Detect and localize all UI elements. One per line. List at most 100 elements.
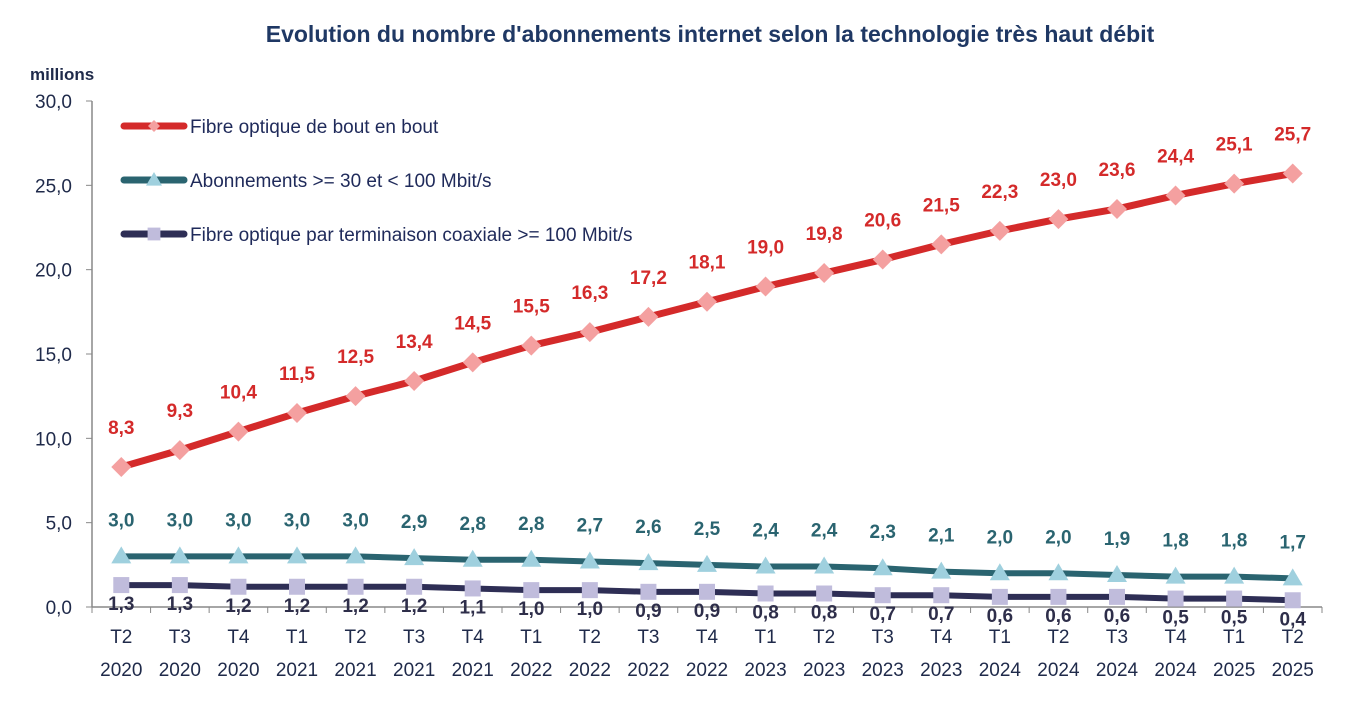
y-axis-label: millions: [30, 65, 94, 84]
data-label: 3,0: [342, 510, 368, 531]
data-label: 25,1: [1216, 135, 1253, 156]
series-2: 1,3 1,3 1,2 1,2 1,2 1,2 1,1 1,0 1,0 0,9 0,9 0,8 0,8 0…: [108, 577, 1306, 630]
data-point-square: [523, 582, 540, 599]
data-label: 2,9: [401, 512, 427, 533]
x-tick-label-quarter: T2: [813, 627, 835, 648]
data-point-square: [816, 585, 833, 602]
x-tick-label-quarter: T1: [1223, 627, 1245, 648]
data-label: 0,8: [752, 603, 778, 624]
data-point-square: [1226, 590, 1243, 607]
data-point-triangle: [404, 548, 425, 566]
data-label: 2,5: [694, 519, 721, 540]
x-tick-label-year: 2024: [1096, 660, 1139, 681]
x-tick-label-year: 2021: [276, 660, 318, 681]
data-point-triangle: [228, 546, 249, 564]
data-label: 1,2: [342, 596, 368, 617]
data-point-diamond: [1224, 173, 1245, 194]
data-label: 19,0: [747, 238, 784, 259]
y-tick-label: 15,0: [35, 345, 72, 366]
data-point-diamond: [521, 335, 542, 356]
data-label: 2,0: [987, 527, 1013, 548]
y-tick-label: 20,0: [35, 261, 72, 282]
x-tick-label-quarter: T4: [227, 627, 250, 648]
data-point-diamond: [931, 234, 952, 255]
data-point-triangle: [872, 558, 893, 576]
data-point-triangle: [462, 549, 483, 567]
data-label: 14,5: [454, 313, 491, 334]
data-label: 20,6: [864, 211, 901, 232]
data-point-diamond: [345, 386, 366, 407]
data-label: 0,9: [694, 601, 720, 622]
data-label: 15,5: [513, 297, 550, 318]
data-label: 1,9: [1104, 529, 1130, 550]
data-label: 2,3: [870, 522, 896, 543]
legend-item-2: Fibre optique par terminaison coaxiale >…: [120, 225, 633, 246]
data-point-diamond: [872, 249, 893, 270]
x-tick-label-year: 2020: [217, 660, 259, 681]
x-tick-label-quarter: T2: [1047, 627, 1069, 648]
y-tick-label: 0,0: [46, 598, 72, 619]
x-tick-label-quarter: T2: [110, 627, 132, 648]
data-point-diamond: [1282, 163, 1303, 184]
data-point-square: [1167, 590, 1184, 607]
data-label: 0,6: [1104, 606, 1130, 627]
data-label: 24,4: [1157, 146, 1194, 167]
x-tick-label-year: 2024: [1154, 660, 1197, 681]
data-label: 1,0: [518, 599, 544, 620]
legend-item-0: Fibre optique de bout en bout: [120, 117, 439, 138]
data-point-triangle: [1048, 563, 1069, 581]
data-label: 21,5: [923, 195, 960, 216]
data-label: 0,8: [811, 603, 837, 624]
data-point-triangle: [638, 553, 659, 571]
x-tick-label-quarter: T3: [637, 627, 659, 648]
data-point-diamond: [1165, 185, 1186, 206]
data-point-triangle: [287, 546, 307, 564]
x-tick-label-year: 2021: [452, 660, 494, 681]
x-tick-label-quarter: T2: [579, 627, 601, 648]
data-label: 2,4: [811, 521, 838, 542]
data-label: 23,6: [1099, 160, 1136, 181]
data-label: 23,0: [1040, 170, 1077, 191]
data-point-diamond: [1048, 209, 1069, 230]
data-point-square: [171, 577, 188, 594]
series-0: 8,3 9,3 10,4 11,5 12,5 13,4 14,5 15,5 16,3 17,2 18…: [108, 125, 1311, 478]
data-point-diamond: [462, 352, 483, 373]
data-point-square: [113, 577, 130, 594]
data-point-triangle: [1165, 566, 1186, 584]
y-tick-label: 30,0: [35, 92, 72, 113]
data-label: 0,7: [928, 604, 954, 625]
data-point-square: [699, 583, 715, 600]
data-label: 1,2: [225, 596, 251, 617]
x-tick-label-year: 2022: [686, 660, 728, 681]
data-label: 2,8: [460, 514, 486, 535]
x-tick-label-quarter: T1: [754, 627, 776, 648]
data-point-diamond: [404, 370, 425, 391]
data-point-square: [1050, 588, 1067, 605]
data-point-triangle: [111, 546, 132, 564]
data-label: 2,1: [928, 526, 955, 547]
data-label: 11,5: [279, 364, 315, 385]
data-label: 3,0: [284, 510, 310, 531]
data-point-triangle: [697, 554, 717, 572]
x-tick-label-year: 2023: [744, 660, 786, 681]
data-point-triangle: [931, 561, 952, 579]
data-label: 0,6: [987, 606, 1013, 627]
data-point-diamond: [989, 220, 1010, 241]
data-point-triangle: [1224, 566, 1245, 584]
data-point-diamond: [579, 322, 600, 343]
x-tick-label-year: 2021: [393, 660, 435, 681]
data-point-diamond: [697, 291, 717, 312]
x-tick-label-quarter: T3: [872, 627, 894, 648]
x-tick-label-year: 2023: [803, 660, 845, 681]
data-label: 1,8: [1221, 531, 1247, 552]
data-point-triangle: [169, 546, 190, 564]
x-tick-label-year: 2024: [1037, 660, 1080, 681]
data-point-square: [289, 578, 305, 595]
x-tick-label-year: 2024: [979, 660, 1022, 681]
data-point-diamond: [148, 120, 160, 132]
data-point-triangle: [814, 556, 835, 574]
data-label: 1,2: [401, 596, 427, 617]
data-label: 22,3: [981, 182, 1018, 203]
data-label: 8,3: [108, 418, 134, 439]
data-point-square: [147, 227, 161, 241]
